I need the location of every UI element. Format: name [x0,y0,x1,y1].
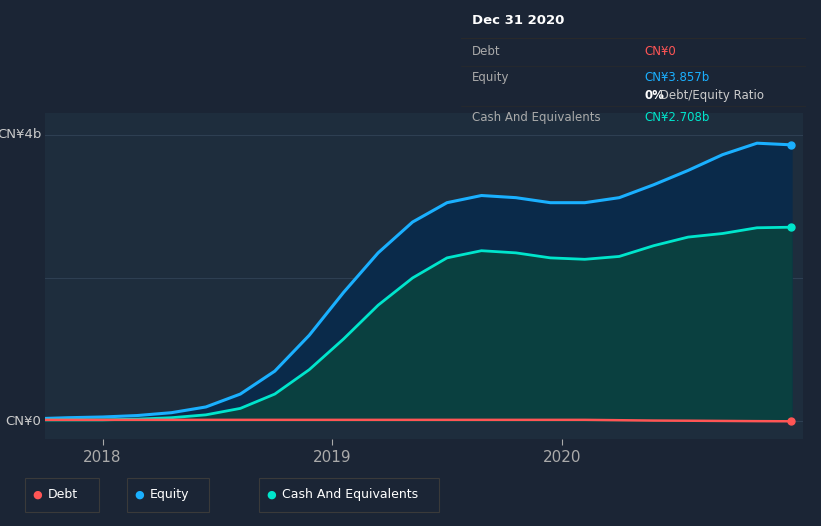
Text: Debt: Debt [48,488,78,501]
Text: CN¥3.857b: CN¥3.857b [644,70,709,84]
Text: Cash And Equivalents: Cash And Equivalents [472,110,600,124]
Text: CN¥0: CN¥0 [6,415,41,428]
Text: Equity: Equity [472,70,509,84]
Text: Cash And Equivalents: Cash And Equivalents [282,488,418,501]
Text: Debt: Debt [472,45,500,58]
Text: CN¥4b: CN¥4b [0,128,41,141]
Text: ●: ● [266,489,276,500]
Text: CN¥2.708b: CN¥2.708b [644,110,709,124]
Text: ●: ● [32,489,42,500]
Text: ●: ● [135,489,144,500]
Text: 0%: 0% [644,89,664,102]
Text: Equity: Equity [150,488,190,501]
Text: Debt/Equity Ratio: Debt/Equity Ratio [656,89,764,102]
Text: Dec 31 2020: Dec 31 2020 [472,14,564,27]
Text: CN¥0: CN¥0 [644,45,676,58]
